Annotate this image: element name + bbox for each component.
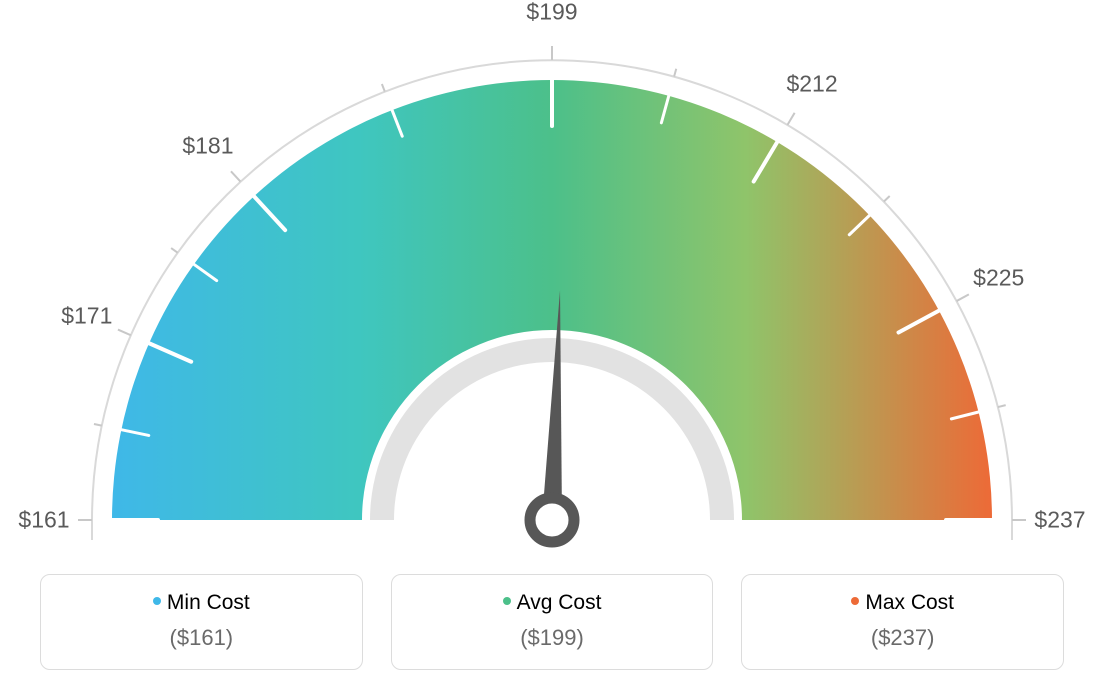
gauge-svg <box>0 0 1104 560</box>
gauge-chart: $161 $171 $181 $199 $212 $225 $237 <box>0 0 1104 560</box>
gauge-tick-label: $212 <box>786 70 837 97</box>
avg-cost-label: Avg Cost <box>517 591 602 614</box>
max-dot-icon <box>851 597 859 605</box>
avg-cost-value: ($199) <box>392 625 713 651</box>
max-cost-value: ($237) <box>742 625 1063 651</box>
gauge-tick-label: $181 <box>182 133 233 160</box>
gauge-tick-label: $237 <box>1034 507 1085 534</box>
gauge-tick-label: $199 <box>526 0 577 26</box>
max-cost-label: Max Cost <box>865 591 954 614</box>
summary-cards: Min Cost ($161) Avg Cost ($199) Max Cost… <box>40 574 1064 670</box>
avg-dot-icon <box>503 597 511 605</box>
max-cost-card: Max Cost ($237) <box>741 574 1064 670</box>
gauge-tick-label: $171 <box>61 302 112 329</box>
avg-cost-title: Avg Cost <box>392 591 713 615</box>
min-cost-title: Min Cost <box>41 591 362 615</box>
min-dot-icon <box>153 597 161 605</box>
min-cost-card: Min Cost ($161) <box>40 574 363 670</box>
gauge-tick-label: $161 <box>18 507 69 534</box>
max-cost-title: Max Cost <box>742 591 1063 615</box>
avg-cost-card: Avg Cost ($199) <box>391 574 714 670</box>
min-cost-label: Min Cost <box>167 591 250 614</box>
gauge-tick-label: $225 <box>973 265 1024 292</box>
min-cost-value: ($161) <box>41 625 362 651</box>
